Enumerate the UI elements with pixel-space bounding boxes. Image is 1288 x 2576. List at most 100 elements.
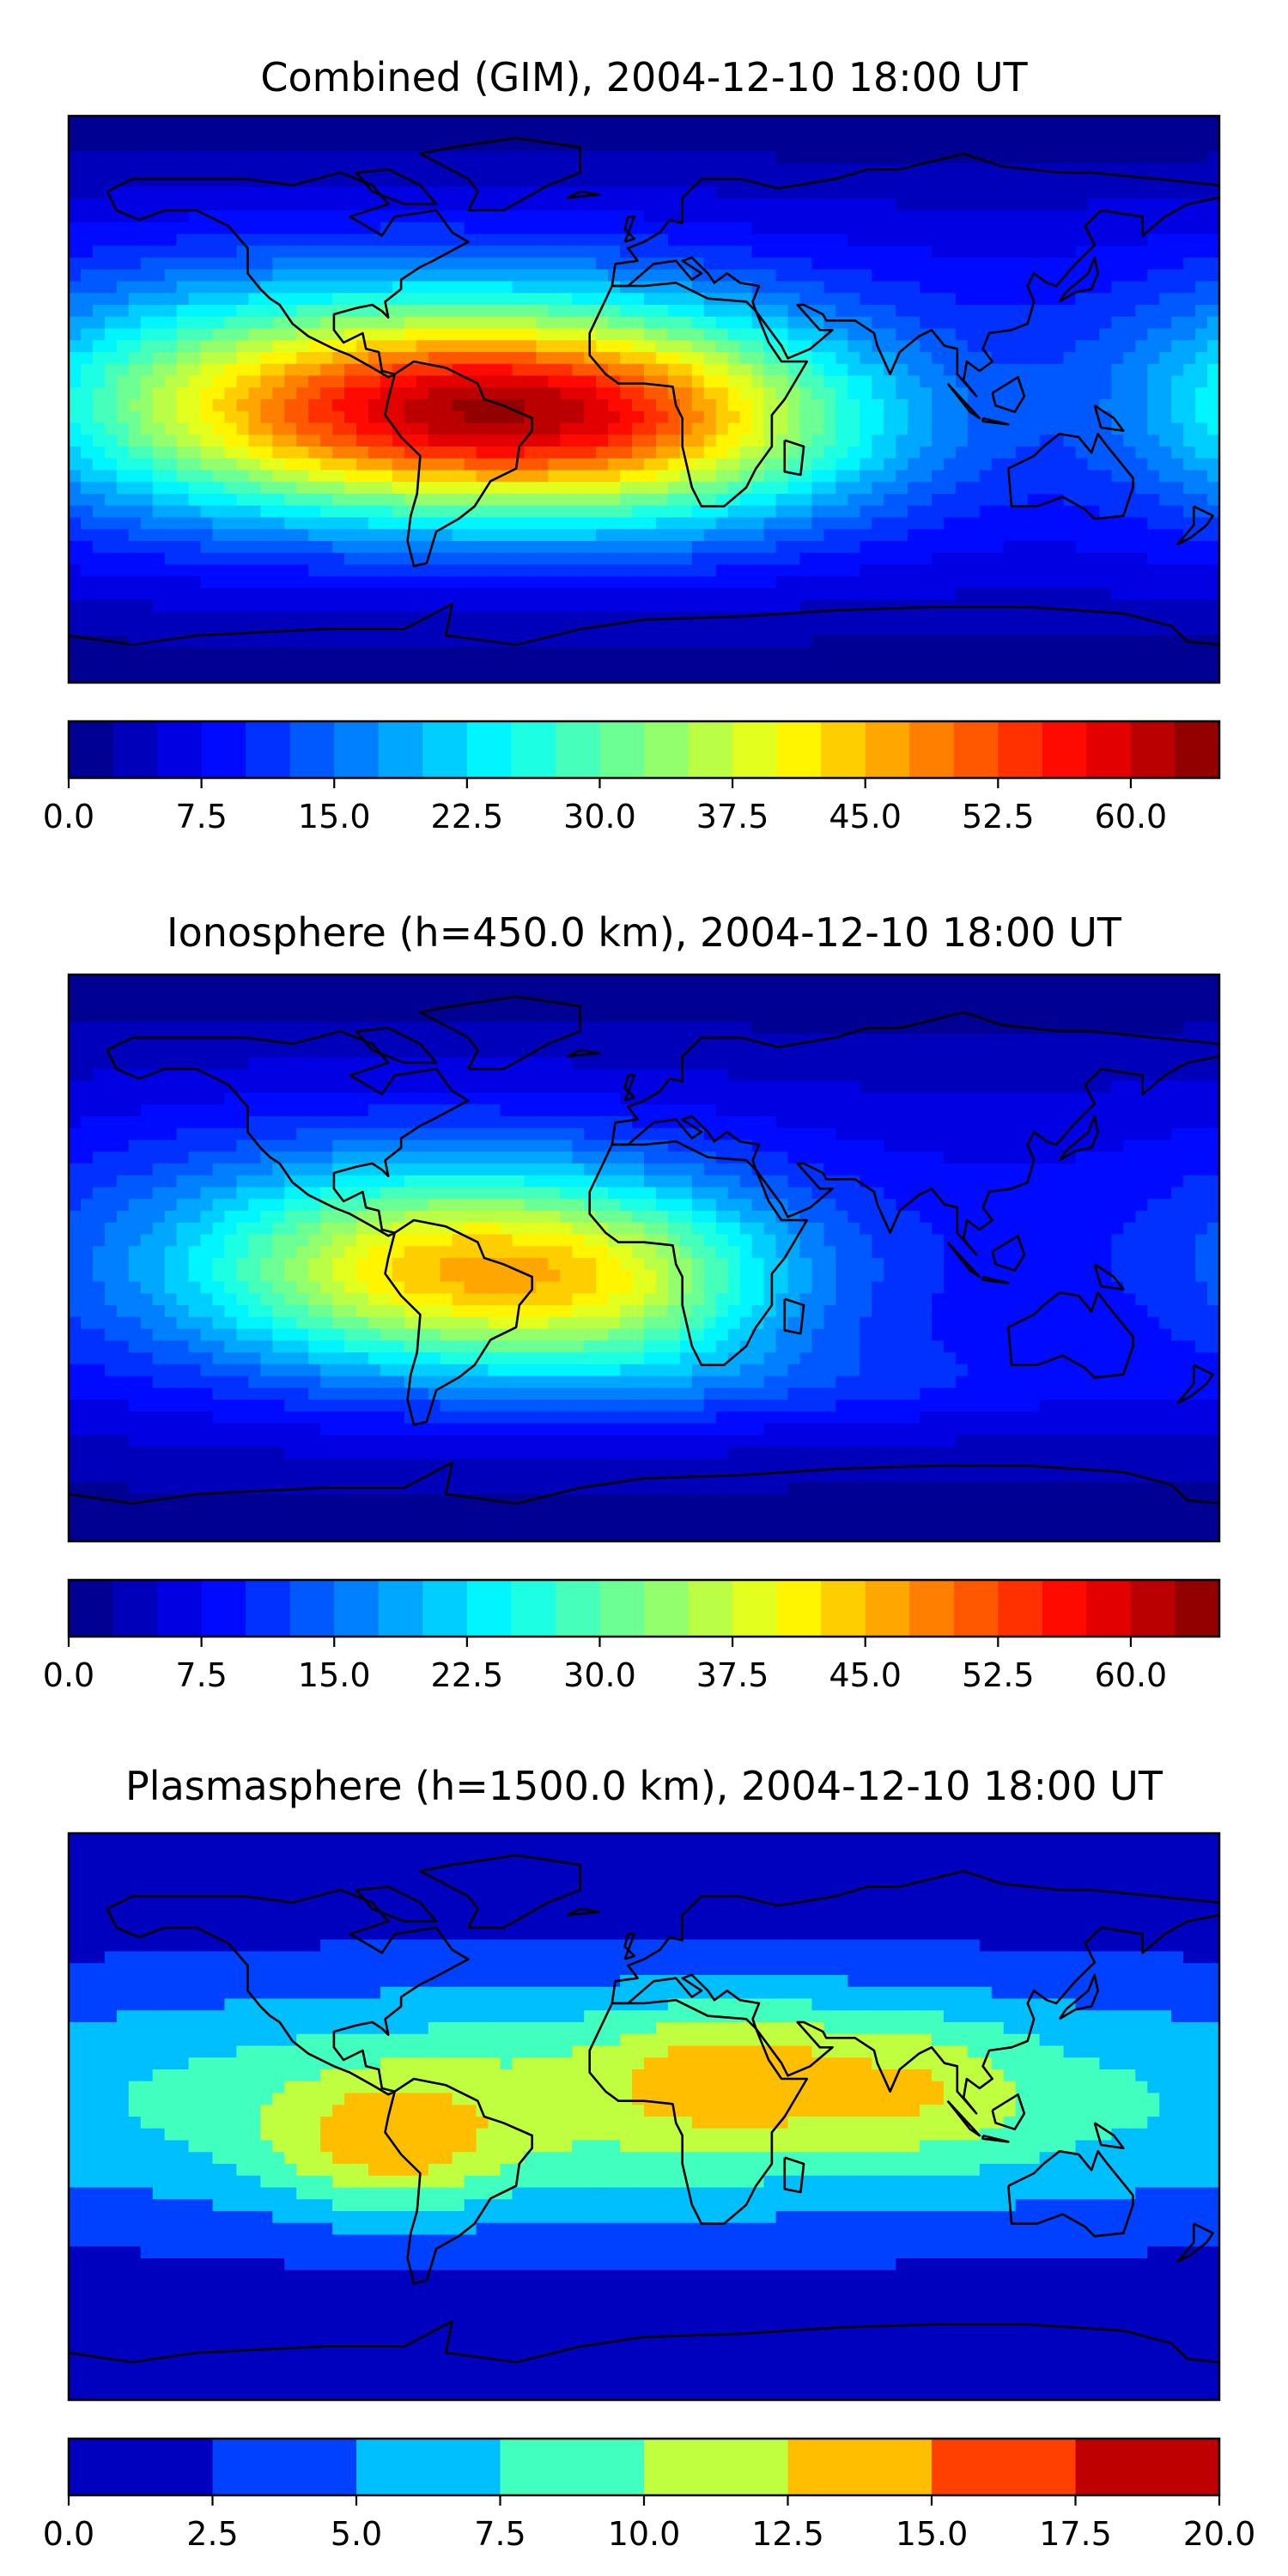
- tec-cell: [955, 494, 969, 507]
- tec-cell: [1111, 505, 1124, 519]
- tec-cell: [116, 234, 130, 246]
- tec-cell: [368, 269, 381, 283]
- tec-cell: [751, 210, 765, 223]
- tec-cell: [763, 305, 777, 318]
- tec-cell: [1039, 659, 1053, 671]
- tec-cell: [632, 410, 645, 424]
- tec-cell: [1147, 222, 1160, 235]
- coastline: [419, 137, 581, 212]
- tec-cell: [128, 222, 142, 235]
- tec-cell: [932, 975, 945, 987]
- tec-cell: [524, 363, 537, 377]
- tec-cell: [932, 576, 945, 589]
- tec-cell: [69, 529, 82, 542]
- tec-cell: [932, 410, 945, 424]
- tec-cell: [1003, 458, 1017, 471]
- tec-cell: [488, 328, 501, 341]
- tec-cell: [500, 611, 513, 624]
- tec-cell: [1159, 399, 1172, 412]
- tec-cell: [1195, 434, 1208, 447]
- tec-cell: [691, 635, 705, 648]
- tec-cell: [1159, 163, 1172, 176]
- tec-cell: [1099, 139, 1112, 152]
- tec-cell: [512, 234, 526, 246]
- tec-cell: [524, 517, 537, 530]
- tec-cell: [1075, 352, 1089, 365]
- tec-cell: [608, 576, 621, 589]
- tec-cell: [596, 517, 609, 530]
- tec-cell: [152, 647, 166, 660]
- tec-cell: [152, 1010, 166, 1023]
- tec-cell: [920, 210, 933, 223]
- tec-cell: [1207, 422, 1219, 435]
- tec-cell: [787, 447, 801, 459]
- tec-cell: [296, 410, 309, 424]
- tec-cell: [308, 222, 321, 235]
- tec-cell: [272, 151, 285, 164]
- tec-cell: [176, 198, 190, 211]
- tec-cell: [584, 505, 597, 519]
- tec-cell: [1039, 458, 1053, 471]
- tec-cell: [823, 482, 836, 495]
- tec-cell: [488, 222, 501, 235]
- tec-cell: [920, 258, 933, 270]
- tec-cell: [1123, 127, 1136, 141]
- tec-cell: [452, 588, 465, 601]
- tec-cell: [991, 186, 1005, 199]
- tec-cell: [620, 174, 633, 188]
- tec-cell: [1147, 375, 1160, 388]
- tec-cell: [1003, 623, 1017, 636]
- tec-cell: [655, 246, 669, 258]
- tec-cell: [655, 576, 669, 589]
- tec-cell: [1099, 316, 1112, 330]
- tec-cell: [1183, 541, 1196, 554]
- tec-cell: [932, 352, 945, 365]
- tec-cell: [140, 139, 154, 152]
- tec-cell: [1051, 447, 1065, 459]
- tec-cell: [1039, 482, 1053, 495]
- tec-cell: [632, 552, 645, 566]
- tec-cell: [811, 635, 824, 648]
- tec-cell: [908, 399, 920, 412]
- tec-cell: [140, 564, 154, 577]
- tec-cell: [284, 541, 297, 554]
- tec-cell: [835, 623, 848, 636]
- tec-cell: [872, 470, 884, 483]
- tec-cell: [584, 611, 597, 624]
- tec-cell: [116, 482, 130, 495]
- tec-cell: [176, 305, 190, 318]
- tec-cell: [164, 470, 178, 483]
- tec-cell: [488, 127, 501, 141]
- tec-cell: [1039, 470, 1053, 483]
- tec-cell: [452, 659, 465, 671]
- tec-cell: [500, 975, 513, 987]
- tec-cell: [464, 410, 477, 424]
- tec-cell: [260, 671, 273, 683]
- tec-cell: [536, 293, 549, 306]
- tec-cell: [1171, 410, 1184, 424]
- tec-cell: [596, 163, 609, 176]
- tec-cell: [1051, 623, 1065, 636]
- tec-cell: [884, 340, 896, 353]
- tec-cell: [1171, 281, 1184, 294]
- tec-cell: [775, 210, 789, 223]
- tec-cell: [1171, 659, 1184, 671]
- tec-cell: [392, 998, 405, 1011]
- tec-cell: [667, 198, 681, 211]
- tec-cell: [488, 517, 501, 530]
- tec-cell: [368, 541, 381, 554]
- tec-cell: [835, 234, 848, 246]
- tec-cell: [224, 494, 238, 507]
- tec-cell: [715, 494, 729, 507]
- tec-cell: [991, 552, 1005, 566]
- tec-cell: [344, 975, 357, 987]
- tec-cell: [392, 529, 405, 542]
- tec-cell: [224, 671, 238, 683]
- tec-cell: [212, 399, 226, 412]
- tec-cell: [320, 986, 333, 999]
- panel-ionosphere: 0.0 7.5 15.0 22.5 30.0 37.5 45.0 52.5 60.0: [43, 973, 1221, 1694]
- tec-cell: [932, 174, 945, 188]
- tec-cell: [644, 328, 657, 341]
- tec-cell: [152, 340, 166, 353]
- tec-cell: [596, 422, 609, 435]
